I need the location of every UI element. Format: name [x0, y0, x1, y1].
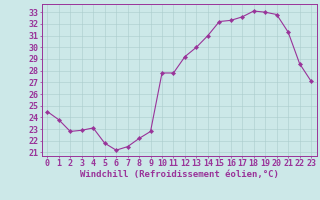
- X-axis label: Windchill (Refroidissement éolien,°C): Windchill (Refroidissement éolien,°C): [80, 170, 279, 179]
